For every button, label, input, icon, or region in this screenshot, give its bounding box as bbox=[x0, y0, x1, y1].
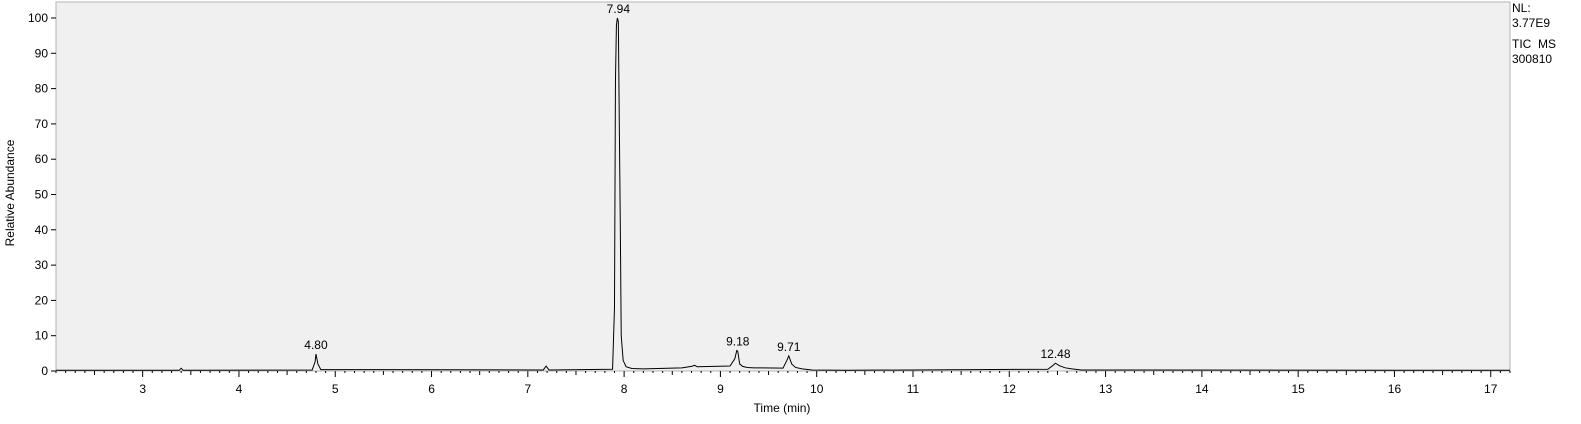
peak-labels: 4.80 7.94 9.18 9.71 12.48 bbox=[304, 2, 1071, 361]
y-tick-label: 70 bbox=[35, 117, 49, 131]
x-tick-label: 6 bbox=[428, 382, 435, 396]
peak-label: 9.18 bbox=[726, 335, 750, 349]
y-tick-label: 0 bbox=[41, 364, 48, 378]
x-tick-label: 17 bbox=[1484, 382, 1498, 396]
y-tick-label: 10 bbox=[35, 329, 49, 343]
x-axis: 3 4 5 6 7 8 9 10 11 12 13 14 15 16 17 bbox=[55, 371, 1511, 396]
x-tick-label: 7 bbox=[524, 382, 531, 396]
trace-type: TIC MS bbox=[1512, 37, 1556, 51]
x-tick-label: 13 bbox=[1099, 382, 1113, 396]
y-tick-label: 90 bbox=[35, 46, 49, 60]
peak-label: 7.94 bbox=[607, 2, 631, 16]
y-tick-label: 50 bbox=[35, 188, 49, 202]
y-tick-label: 80 bbox=[35, 82, 49, 96]
x-tick-label: 5 bbox=[332, 382, 339, 396]
x-axis-label: Time (min) bbox=[754, 401, 811, 415]
nl-label: NL: bbox=[1512, 1, 1531, 15]
x-tick-label: 10 bbox=[810, 382, 824, 396]
x-tick-label: 9 bbox=[717, 382, 724, 396]
y-tick-label: 30 bbox=[35, 258, 49, 272]
y-tick-label: 60 bbox=[35, 152, 49, 166]
x-tick-label: 15 bbox=[1291, 382, 1305, 396]
x-tick-label: 4 bbox=[236, 382, 243, 396]
x-tick-label: 8 bbox=[621, 382, 628, 396]
plot-area bbox=[55, 1, 1511, 372]
y-tick-label: 40 bbox=[35, 223, 49, 237]
nl-value: 3.77E9 bbox=[1512, 16, 1551, 30]
peak-label: 9.71 bbox=[777, 340, 801, 354]
x-tick-label: 11 bbox=[907, 382, 920, 396]
y-axis: 0 10 20 30 40 50 60 70 80 90 100 bbox=[28, 11, 56, 378]
x-tick-label: 14 bbox=[1195, 382, 1209, 396]
y-tick-label: 20 bbox=[35, 293, 49, 307]
peak-label: 4.80 bbox=[304, 338, 328, 352]
y-axis-label: Relative Abundance bbox=[3, 139, 17, 246]
tic-trace-line bbox=[56, 17, 1511, 371]
y-tick-label: 100 bbox=[28, 11, 48, 25]
sample-name: 300810 bbox=[1512, 52, 1553, 66]
x-tick-label: 3 bbox=[139, 382, 146, 396]
peak-label: 12.48 bbox=[1040, 347, 1070, 361]
x-tick-label: 12 bbox=[1003, 382, 1017, 396]
x-tick-label: 16 bbox=[1388, 382, 1402, 396]
